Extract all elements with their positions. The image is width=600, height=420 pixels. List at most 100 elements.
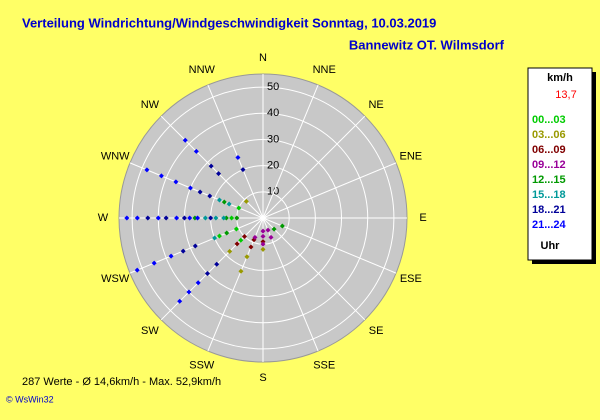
data-point <box>241 234 247 240</box>
data-point <box>177 298 183 304</box>
legend-entry: 09...12 <box>532 159 566 171</box>
data-point <box>226 201 232 207</box>
data-point <box>187 185 193 191</box>
data-point <box>234 241 240 247</box>
spoke <box>262 217 366 321</box>
direction-label: SSE <box>313 360 335 372</box>
data-point <box>216 171 222 177</box>
spoke <box>262 217 397 274</box>
data-point <box>180 248 186 254</box>
data-point <box>193 148 199 154</box>
data-point <box>186 289 192 295</box>
footer: 287 Werte - Ø 14,6km/h - Max. 52,9km/h <box>22 376 221 388</box>
data-point <box>195 280 201 286</box>
direction-label: NNW <box>189 64 216 76</box>
data-point <box>174 215 180 221</box>
data-point <box>213 215 219 221</box>
direction-label: WSW <box>101 273 130 285</box>
legend-title: km/h <box>547 72 573 84</box>
data-point <box>207 193 213 199</box>
data-point <box>238 237 244 243</box>
spoke <box>262 115 366 219</box>
direction-label: WNW <box>101 151 130 163</box>
direction-label: W <box>98 212 109 224</box>
r-tick-label: 40 <box>267 107 279 119</box>
legend-footer: Uhr <box>541 240 561 252</box>
direction-label: ENE <box>400 151 423 163</box>
data-point <box>238 268 244 274</box>
current-value: 13,7 <box>555 89 576 101</box>
r-tick-label: 20 <box>267 160 279 172</box>
direction-label: NNE <box>313 64 336 76</box>
legend-entry: 21...24 <box>532 219 567 231</box>
direction-label: NE <box>368 99 383 111</box>
data-point <box>134 215 140 221</box>
data-point <box>265 227 271 233</box>
direction-label: SSW <box>189 360 215 372</box>
legend-entry: 18...21 <box>532 204 566 216</box>
legend-entry: 03...06 <box>532 129 566 141</box>
data-point <box>212 235 218 241</box>
data-point <box>181 215 187 221</box>
direction-label: S <box>259 372 266 384</box>
direction-label: ESE <box>400 273 422 285</box>
legend-entry: 15...18 <box>532 189 566 201</box>
data-point <box>216 197 222 203</box>
data-point <box>202 215 208 221</box>
direction-label: NW <box>141 99 160 111</box>
direction-label: E <box>419 212 426 224</box>
r-tick-label: 50 <box>267 81 279 93</box>
data-point <box>223 215 229 221</box>
data-point <box>227 248 233 254</box>
data-point <box>144 167 150 173</box>
data-point <box>145 215 151 221</box>
legend-entry: 00...03 <box>532 114 566 126</box>
data-point <box>279 223 285 229</box>
data-point <box>243 198 249 204</box>
legend-box <box>527 67 593 261</box>
data-point <box>134 267 140 273</box>
data-point <box>271 226 277 232</box>
credit: © WsWin32 <box>6 394 54 404</box>
data-point <box>208 163 214 169</box>
data-point <box>208 215 214 221</box>
data-point <box>192 215 198 221</box>
spoke <box>262 217 319 352</box>
spoke <box>160 217 264 321</box>
legend-entry: 06...09 <box>532 144 566 156</box>
data-point <box>221 199 227 205</box>
r-tick-label: 10 <box>267 186 279 198</box>
data-point <box>233 226 239 232</box>
data-point <box>236 205 242 211</box>
data-point <box>234 215 240 221</box>
data-point <box>204 271 210 277</box>
data-point <box>268 234 274 240</box>
spoke <box>262 84 319 219</box>
data-point <box>187 215 193 221</box>
data-point <box>197 189 203 195</box>
data-point <box>221 215 227 221</box>
data-point <box>248 244 254 250</box>
data-point <box>214 261 220 267</box>
spoke <box>129 162 264 219</box>
data-point <box>260 239 266 245</box>
data-point <box>216 233 222 239</box>
data-point <box>192 243 198 249</box>
data-point <box>235 155 241 161</box>
spoke <box>262 162 397 219</box>
direction-label: SE <box>369 325 384 337</box>
data-point <box>244 254 250 260</box>
r-tick-label: 30 <box>267 133 279 145</box>
data-point <box>168 253 174 259</box>
data-point <box>195 215 201 221</box>
data-point <box>158 173 164 179</box>
data-point <box>182 137 188 143</box>
data-point <box>173 179 179 185</box>
chart-subtitle: Bannewitz OT. Wilmsdorf <box>349 37 505 52</box>
data-point <box>151 260 157 266</box>
data-point <box>260 241 266 247</box>
data-point <box>224 230 230 236</box>
legend-entry: 12...15 <box>532 174 566 186</box>
data-point <box>240 167 246 173</box>
